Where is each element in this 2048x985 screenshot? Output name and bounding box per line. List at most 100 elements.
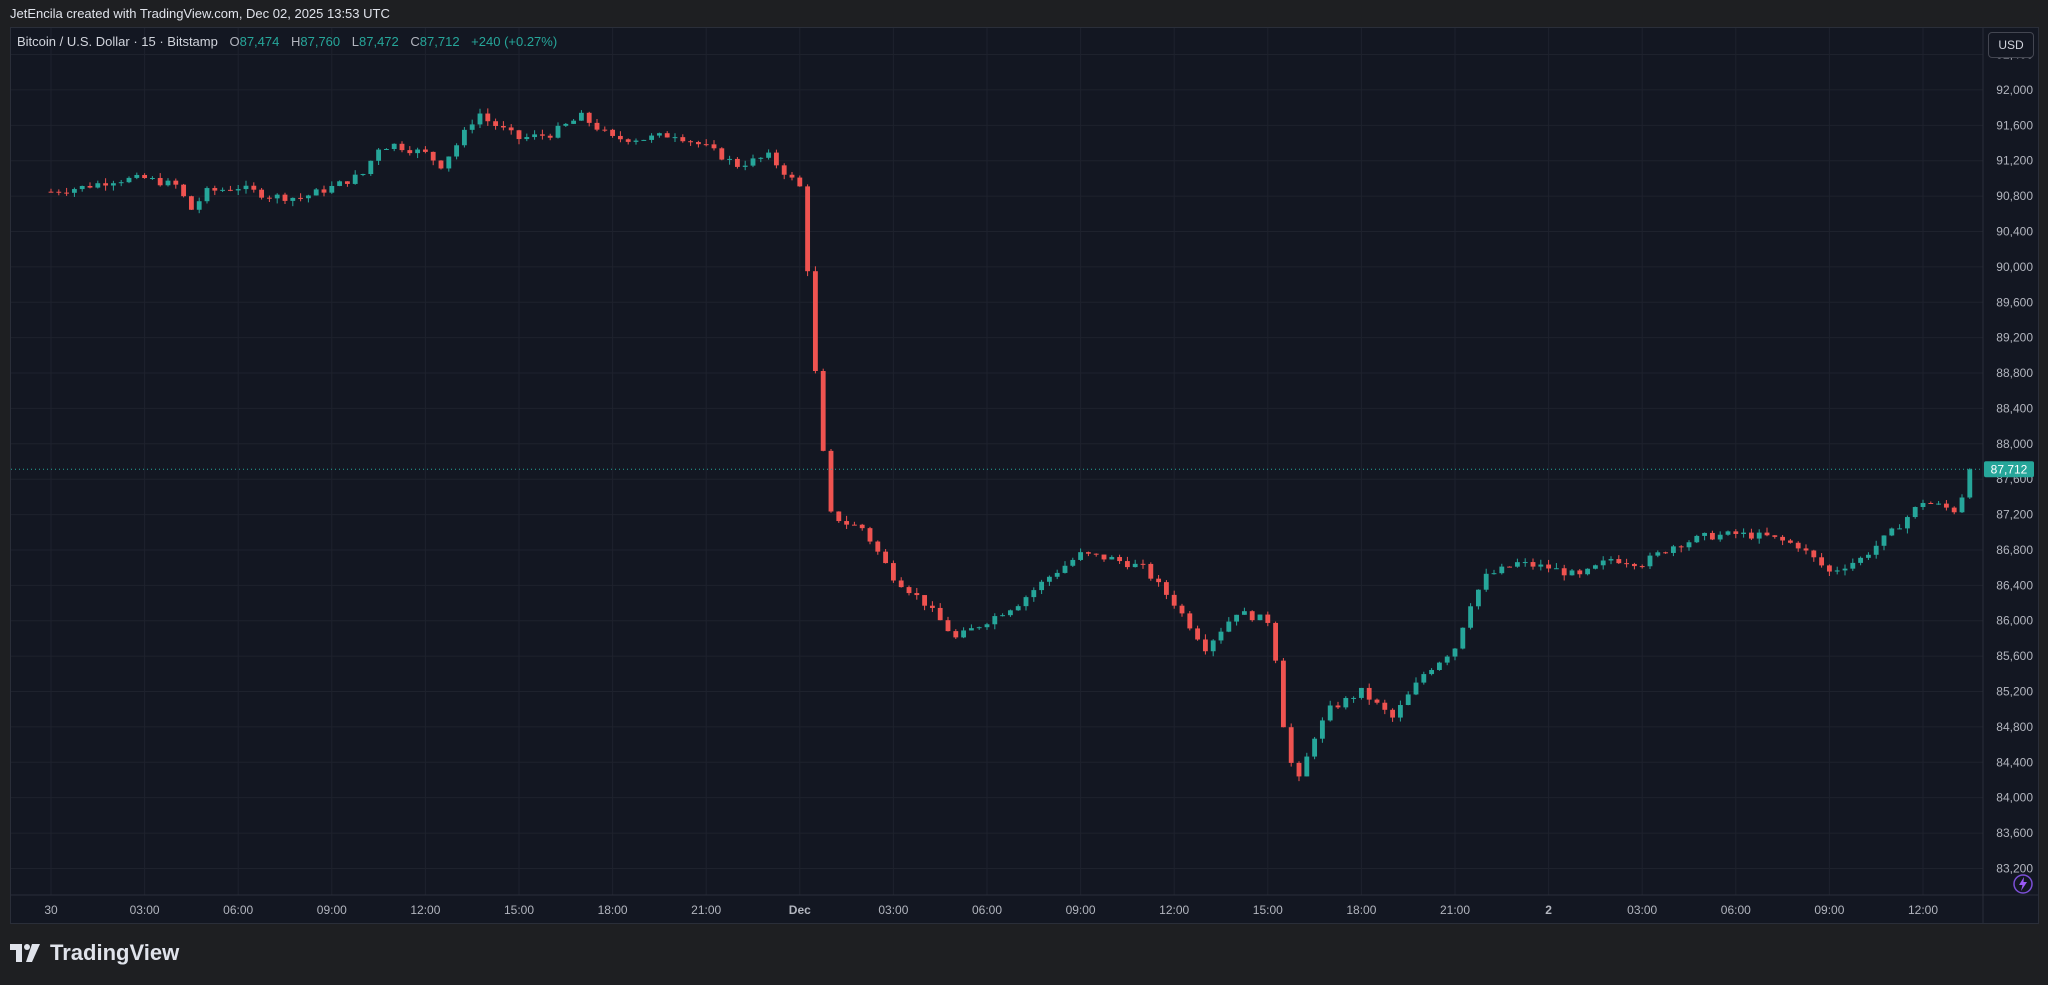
candle-body — [1889, 528, 1895, 536]
candle-body — [1912, 507, 1918, 518]
candle-body — [1132, 563, 1138, 568]
candle-body — [1881, 535, 1887, 546]
candle-body — [859, 524, 865, 529]
candle-body — [649, 135, 655, 140]
candle-body — [641, 139, 647, 141]
candle-body — [1904, 517, 1910, 529]
candle-body — [1156, 578, 1162, 583]
x-tick-label: Dec — [789, 903, 811, 917]
candle-body — [1319, 720, 1325, 739]
y-tick-label: 88,400 — [1996, 401, 2033, 415]
candle-body — [493, 121, 499, 126]
candle-body — [204, 188, 210, 202]
currency-button[interactable]: USD — [1988, 32, 2034, 58]
candle-body — [1054, 572, 1060, 577]
x-tick-label: 18:00 — [1346, 903, 1376, 917]
candle-body — [1694, 535, 1700, 543]
candle-body — [235, 189, 241, 191]
candle-body — [1920, 502, 1926, 508]
candle-body — [1358, 687, 1364, 698]
candle-body — [1304, 756, 1310, 777]
candle-body — [820, 371, 826, 451]
candle-body — [1179, 605, 1185, 614]
candle-body — [110, 183, 116, 186]
candle-body — [1397, 705, 1403, 718]
y-tick-label: 91,600 — [1996, 118, 2033, 132]
candle-body — [773, 152, 779, 166]
chart-area[interactable]: 83,200 83,600 84,000 84,400 84,800 85,200 85,6… — [10, 27, 2039, 924]
candle-body — [1218, 631, 1224, 641]
candle-body — [95, 183, 101, 188]
candle-body — [454, 145, 460, 157]
y-tick-label: 86,400 — [1996, 578, 2033, 592]
low-label: L — [351, 34, 359, 49]
candle-body — [1936, 503, 1942, 505]
candle-body — [1429, 669, 1435, 675]
candle-body — [703, 144, 709, 146]
candle-body — [516, 130, 522, 140]
candle-body — [1171, 594, 1177, 606]
candle-body — [298, 197, 304, 199]
y-tick-label: 83,600 — [1996, 826, 2033, 840]
candle-body — [1078, 552, 1084, 560]
lightning-icon[interactable] — [2012, 873, 2034, 895]
candle-body — [680, 137, 686, 142]
candle-body — [1741, 532, 1747, 534]
candle-body — [625, 139, 631, 142]
candle-body — [196, 201, 202, 210]
candle-body — [1062, 565, 1068, 573]
x-tick-label: 06:00 — [972, 903, 1002, 917]
symbol-legend: Bitcoin / U.S. Dollar · 15 · Bitstamp O8… — [17, 34, 557, 49]
candle-body — [539, 134, 545, 136]
candle-body — [750, 158, 756, 166]
candle-body — [142, 174, 148, 179]
candle-body — [1631, 563, 1637, 567]
candle-body — [586, 112, 592, 123]
candle-body — [1499, 566, 1505, 574]
candle-body — [1413, 682, 1419, 695]
candle-body — [1109, 557, 1115, 560]
candle-body — [446, 156, 452, 169]
candle-body — [1273, 622, 1279, 661]
x-tick-label: 21:00 — [691, 903, 721, 917]
brand-logo[interactable]: TradingView — [10, 940, 179, 966]
candle-body — [1616, 559, 1622, 564]
candle-body — [368, 160, 374, 175]
candle-body — [1959, 497, 1965, 513]
candle-body — [945, 620, 951, 632]
x-tick-label: 15:00 — [504, 903, 534, 917]
candle-body — [1374, 699, 1380, 703]
high-label: H — [290, 34, 301, 49]
candle-body — [1748, 532, 1754, 539]
candlestick-chart[interactable]: 83,200 83,600 84,000 84,400 84,800 85,200 85,6… — [11, 28, 2038, 923]
last-price-badge — [1984, 461, 2034, 478]
candle-body — [1327, 705, 1333, 721]
candle-body — [422, 149, 428, 152]
candle-body — [1421, 674, 1427, 683]
candle-body — [430, 151, 436, 161]
candle-body — [337, 181, 343, 186]
candle-body — [1249, 611, 1255, 621]
candle-body — [828, 450, 834, 512]
candle-body — [758, 157, 764, 159]
candle-body — [1296, 762, 1302, 777]
x-tick-label: 09:00 — [1814, 903, 1844, 917]
candle-body — [711, 144, 717, 149]
y-tick-label: 92,000 — [1996, 83, 2033, 97]
candle-body — [1210, 640, 1216, 652]
y-tick-label: 89,600 — [1996, 295, 2033, 309]
candle-body — [415, 149, 421, 154]
candle-body — [1826, 565, 1832, 572]
candle-body — [305, 195, 311, 199]
candle-body — [1288, 727, 1294, 763]
candle-body — [188, 196, 194, 210]
candle-body — [391, 143, 397, 149]
candle-body — [1834, 570, 1840, 572]
candle-body — [890, 563, 896, 581]
candle-body — [968, 628, 974, 631]
candle-body — [1280, 660, 1286, 728]
candle-body — [547, 135, 553, 138]
candle-body — [282, 194, 288, 201]
close-label: C — [410, 34, 420, 49]
y-tick-label: 86,000 — [1996, 614, 2033, 628]
